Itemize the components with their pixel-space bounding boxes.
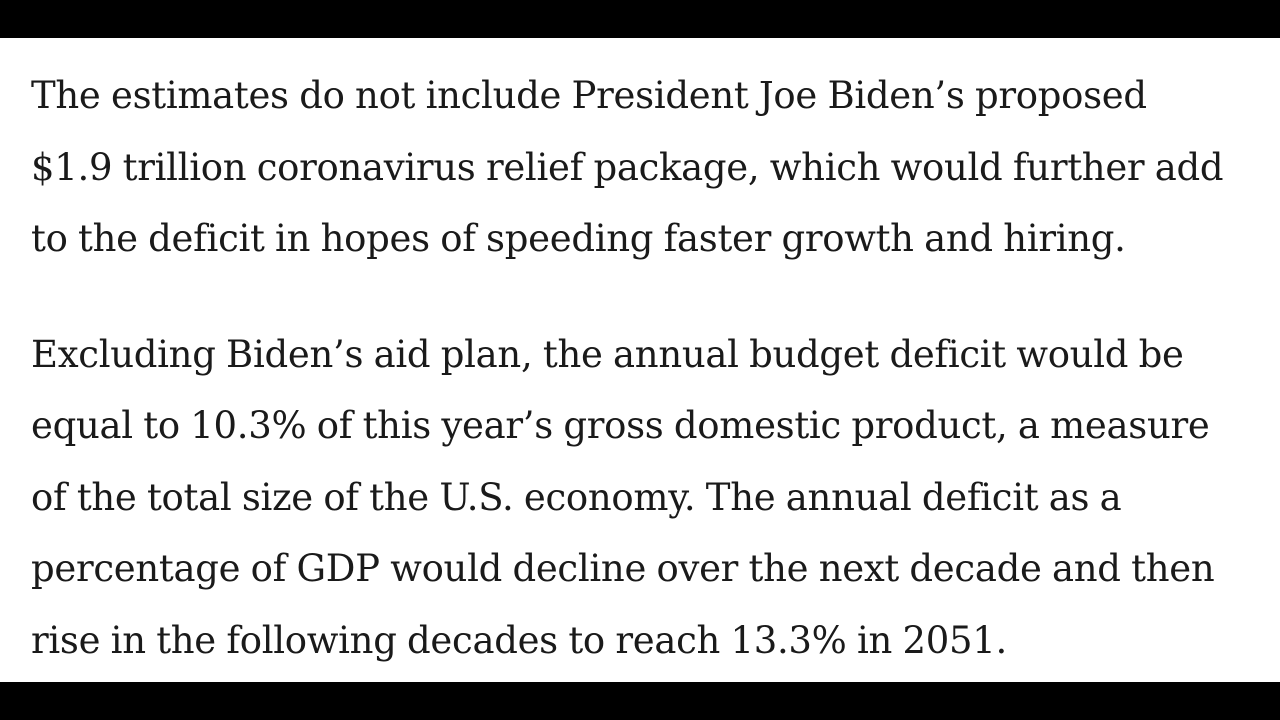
letterbox-bottom bbox=[0, 682, 1280, 720]
letterbox-top bbox=[0, 0, 1280, 38]
paragraph-line: of the total size of the U.S. economy. T… bbox=[31, 475, 1122, 519]
paragraph-line: rise in the following decades to reach 1… bbox=[31, 618, 1007, 662]
paragraph-line: to the deficit in hopes of speeding fast… bbox=[31, 217, 1126, 260]
article-body: The estimates do not include President J… bbox=[31, 60, 1276, 676]
paragraph-line: $1.9 trillion coronavirus relief package… bbox=[31, 145, 1224, 189]
paragraph-line: Excluding Biden’s aid plan, the annual b… bbox=[31, 332, 1184, 376]
article-page: The estimates do not include President J… bbox=[0, 38, 1280, 682]
paragraph-line: The estimates do not include President J… bbox=[31, 74, 1147, 117]
paragraph-line: percentage of GDP would decline over the… bbox=[31, 547, 1215, 590]
paragraph-line: equal to 10.3% of this year’s gross dome… bbox=[31, 404, 1210, 447]
paragraph-1: The estimates do not include President J… bbox=[31, 60, 1276, 275]
paragraph-2: Excluding Biden’s aid plan, the annual b… bbox=[31, 319, 1276, 677]
